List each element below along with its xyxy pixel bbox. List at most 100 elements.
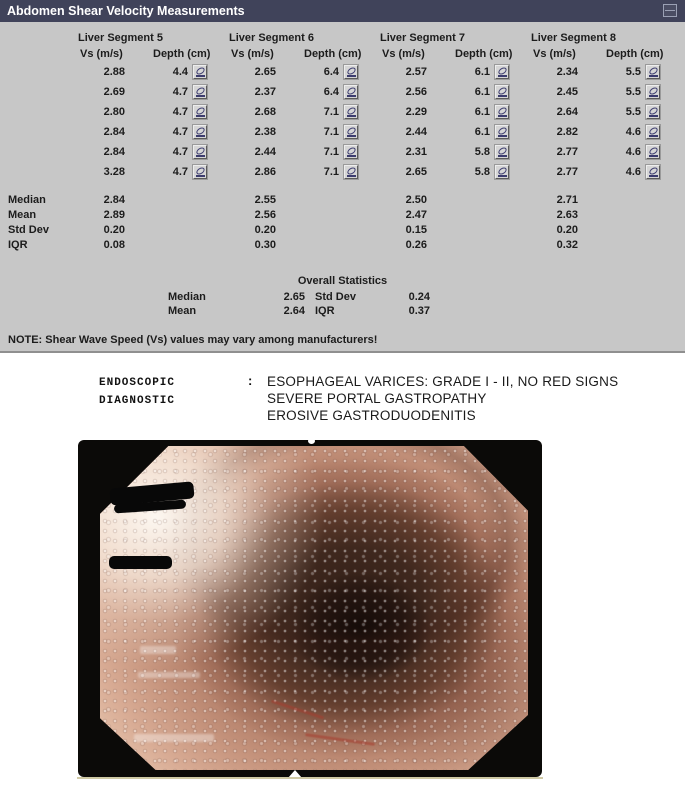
note-text: NOTE: Shear Wave Speed (Vs) values may v… — [8, 334, 378, 346]
measurement-report-icon[interactable] — [192, 144, 208, 160]
measurement-report-icon[interactable] — [645, 144, 661, 160]
report-separator: : — [248, 373, 253, 388]
column-header-row: Vs (m/s) Depth (cm) Vs (m/s) Depth (cm) … — [0, 46, 685, 62]
overall-label: Std Dev — [315, 291, 356, 303]
depth-value: 7.1 — [323, 146, 339, 158]
stat-value: 0.20 — [556, 223, 578, 236]
frame-artifact — [308, 438, 315, 444]
measurement-report-icon[interactable] — [343, 64, 359, 80]
measurement-report-icon[interactable] — [645, 104, 661, 120]
vs-value: 2.34 — [556, 66, 578, 78]
overall-statistics: Overall Statistics Median 2.65 Std Dev 0… — [0, 272, 685, 318]
col-header-vs: Vs (m/s) — [382, 48, 425, 60]
vs-value: 3.28 — [103, 166, 125, 178]
col-header-vs: Vs (m/s) — [80, 48, 123, 60]
col-header-depth: Depth (cm) — [606, 48, 664, 60]
collapse-window-icon[interactable] — [663, 4, 677, 17]
stat-value: 0.08 — [103, 238, 125, 251]
overall-value: 0.37 — [408, 305, 430, 317]
measurement-report-icon[interactable] — [192, 104, 208, 120]
shear-velocity-panel: Abdomen Shear Velocity Measurements Live… — [0, 0, 685, 353]
depth-value: 6.1 — [474, 106, 490, 118]
measurement-report-icon[interactable] — [494, 84, 510, 100]
measurement-report-icon[interactable] — [343, 124, 359, 140]
overlay-smudge — [140, 646, 176, 654]
measurement-report-icon[interactable] — [645, 124, 661, 140]
stat-value: 2.50 — [405, 193, 427, 206]
redaction-bar — [109, 556, 172, 569]
vs-value: 2.38 — [254, 126, 276, 138]
report-label-line2: DIAGNOSTIC — [99, 395, 176, 407]
vs-value: 2.77 — [556, 166, 578, 178]
depth-value: 7.1 — [323, 106, 339, 118]
vs-value: 2.86 — [254, 166, 276, 178]
stat-value: 0.26 — [405, 238, 427, 251]
stat-value: 2.56 — [254, 208, 276, 221]
vs-value: 2.80 — [103, 106, 125, 118]
depth-value: 6.4 — [323, 86, 339, 98]
stat-row-mean: Mean 2.89 2.56 2.47 2.63 — [0, 207, 685, 222]
measurement-report-icon[interactable] — [645, 164, 661, 180]
measurement-report-icon[interactable] — [192, 164, 208, 180]
measurement-report-icon[interactable] — [494, 144, 510, 160]
panel-titlebar: Abdomen Shear Velocity Measurements — [0, 0, 685, 22]
overall-label: Mean — [168, 305, 197, 317]
col-header-depth: Depth (cm) — [455, 48, 513, 60]
overall-value: 2.64 — [283, 305, 305, 317]
depth-value: 4.6 — [625, 166, 641, 178]
stat-label: Median — [8, 193, 46, 206]
measurement-report-icon[interactable] — [343, 144, 359, 160]
erosion-streak — [270, 699, 325, 720]
stat-row-iqr: IQR 0.08 0.30 0.26 0.32 — [0, 237, 685, 252]
depth-value: 5.8 — [474, 146, 490, 158]
vs-value: 2.56 — [405, 86, 427, 98]
depth-value: 4.7 — [172, 86, 188, 98]
measurement-report-icon[interactable] — [343, 164, 359, 180]
vs-value: 2.45 — [556, 86, 578, 98]
vs-value: 2.64 — [556, 106, 578, 118]
stat-row-median: Median 2.84 2.55 2.50 2.71 — [0, 192, 685, 207]
overall-label: IQR — [315, 305, 335, 317]
measurement-report-icon[interactable] — [192, 124, 208, 140]
measurement-report-icon[interactable] — [645, 84, 661, 100]
measurement-report-icon[interactable] — [192, 64, 208, 80]
col-header-depth: Depth (cm) — [153, 48, 211, 60]
vs-value: 2.29 — [405, 106, 427, 118]
segment-name: Liver Segment 6 — [229, 32, 314, 44]
panel-title: Abdomen Shear Velocity Measurements — [7, 4, 245, 18]
erosion-streak — [305, 733, 375, 746]
measurement-report-icon[interactable] — [192, 84, 208, 100]
frame-underline — [77, 777, 543, 779]
stat-label: IQR — [8, 238, 28, 251]
segment-header-row: Liver Segment 5 Liver Segment 6 Liver Se… — [0, 30, 685, 46]
measurement-row: 2.84 4.7 2.44 7.1 2.31 5.8 2.77 4.6 — [0, 142, 685, 162]
measurement-report-icon[interactable] — [343, 84, 359, 100]
overlay-smudge — [138, 672, 200, 678]
report-findings: ESOPHAGEAL VARICES: GRADE I - II, NO RED… — [267, 373, 618, 424]
depth-value: 4.7 — [172, 106, 188, 118]
measurement-row: 2.88 4.4 2.65 6.4 2.57 6.1 2.34 5.5 — [0, 62, 685, 82]
measurement-report-icon[interactable] — [494, 64, 510, 80]
vs-value: 2.69 — [103, 86, 125, 98]
measurement-row: 2.80 4.7 2.68 7.1 2.29 6.1 2.64 5.5 — [0, 102, 685, 122]
depth-value: 5.5 — [625, 66, 641, 78]
stat-value: 2.63 — [556, 208, 578, 221]
depth-value: 6.1 — [474, 126, 490, 138]
report-label-line1: ENDOSCOPIC — [99, 377, 176, 389]
overall-row: Median 2.65 Std Dev 0.24 — [0, 290, 685, 304]
stat-value: 2.71 — [556, 193, 578, 206]
measurement-report-icon[interactable] — [494, 164, 510, 180]
depth-value: 7.1 — [323, 126, 339, 138]
vs-value: 2.57 — [405, 66, 427, 78]
depth-value: 5.8 — [474, 166, 490, 178]
measurement-row: 2.69 4.7 2.37 6.4 2.56 6.1 2.45 5.5 — [0, 82, 685, 102]
overall-title: Overall Statistics — [297, 275, 388, 287]
measurement-report-icon[interactable] — [645, 64, 661, 80]
measurement-report-icon[interactable] — [494, 104, 510, 120]
measurement-report-icon[interactable] — [494, 124, 510, 140]
vs-value: 2.44 — [254, 146, 276, 158]
overall-value: 0.24 — [408, 291, 430, 303]
report-section-label: ENDOSCOPIC DIAGNOSTIC — [99, 374, 175, 410]
measurement-report-icon[interactable] — [343, 104, 359, 120]
vs-value: 2.84 — [103, 146, 125, 158]
